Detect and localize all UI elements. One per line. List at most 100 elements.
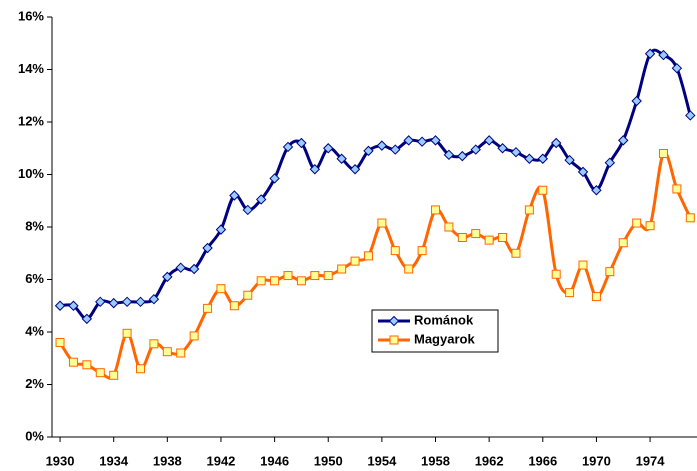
marker: [430, 135, 441, 146]
marker: [377, 218, 387, 228]
marker: [310, 271, 320, 281]
marker: [605, 267, 615, 277]
marker: [296, 137, 307, 149]
marker: [121, 296, 133, 308]
marker: [82, 360, 92, 370]
marker: [417, 246, 427, 256]
y-tick-label: 0%: [25, 428, 44, 443]
marker: [269, 173, 280, 184]
marker: [55, 338, 65, 347]
marker: [685, 213, 695, 223]
legend: Románok Magyarok: [371, 309, 499, 353]
marker: [565, 288, 575, 298]
x-tick-label: 1974: [636, 453, 666, 468]
marker: [484, 235, 494, 245]
marker: [524, 205, 534, 215]
x-tick-label: 1970: [582, 453, 611, 468]
series-line: [59, 48, 692, 321]
marker: [511, 248, 521, 258]
marker: [471, 229, 481, 239]
marker: [336, 153, 347, 164]
marker: [337, 264, 347, 274]
marker: [162, 271, 173, 283]
marker: [550, 137, 562, 149]
x-tick-label: 1962: [475, 453, 504, 468]
marker: [296, 276, 306, 286]
marker: [203, 303, 213, 313]
x-tick-label: 1954: [367, 453, 397, 468]
marker: [189, 331, 199, 341]
marker: [470, 144, 481, 155]
marker: [176, 348, 186, 358]
marker: [644, 48, 656, 59]
marker: [457, 150, 468, 162]
marker: [604, 157, 616, 168]
marker: [149, 339, 159, 349]
y-tick-label: 2%: [25, 376, 44, 391]
marker: [591, 185, 602, 196]
marker: [323, 271, 333, 281]
marker: [443, 149, 455, 161]
x-tick-label: 1946: [260, 453, 289, 468]
x-tick-label: 1930: [46, 453, 75, 468]
marker: [215, 224, 227, 235]
marker: [498, 233, 508, 242]
y-tick-label: 14%: [18, 61, 44, 76]
marker: [109, 370, 119, 380]
marker: [350, 256, 360, 266]
marker: [685, 110, 696, 121]
y-tick-label: 10%: [18, 166, 44, 181]
x-tick-label: 1938: [153, 453, 182, 468]
x-tick-label: 1966: [528, 453, 557, 468]
marker: [577, 166, 589, 178]
marker: [363, 145, 374, 157]
marker: [403, 135, 414, 146]
marker: [483, 135, 495, 146]
marker: [282, 141, 294, 153]
marker: [95, 296, 106, 308]
marker: [404, 264, 414, 274]
marker: [538, 185, 548, 195]
marker: [390, 246, 400, 256]
marker: [376, 140, 388, 151]
marker: [416, 136, 428, 147]
marker: [658, 49, 669, 61]
marker: [444, 222, 454, 232]
marker: [229, 301, 239, 311]
x-tick-label: 1942: [206, 453, 235, 468]
marker: [349, 164, 361, 175]
marker: [202, 242, 213, 254]
marker: [243, 290, 253, 300]
marker: [363, 251, 373, 261]
marker: [175, 262, 186, 273]
marker: [122, 328, 132, 338]
marker: [618, 135, 629, 146]
marker: [323, 143, 334, 154]
y-tick-label: 8%: [25, 218, 44, 233]
marker: [216, 284, 226, 294]
marker: [524, 153, 535, 164]
marker: [551, 269, 561, 279]
marker: [537, 153, 548, 164]
marker: [658, 149, 668, 158]
marker: [457, 233, 467, 242]
marker: [270, 276, 280, 286]
y-tick-label: 6%: [25, 271, 44, 286]
x-tick-label: 1958: [421, 453, 450, 468]
legend-marker: [389, 335, 399, 345]
y-tick-label: 16%: [18, 8, 44, 23]
marker: [148, 293, 160, 305]
marker: [510, 146, 522, 158]
marker: [68, 357, 78, 367]
marker: [671, 62, 683, 74]
x-tick-label: 1950: [314, 453, 343, 468]
marker: [188, 263, 200, 275]
marker: [578, 260, 588, 270]
legend-marker: [388, 315, 400, 327]
marker: [242, 204, 253, 216]
marker: [162, 347, 172, 357]
legend-label: Magyarok: [414, 331, 475, 346]
marker: [255, 194, 267, 205]
marker: [645, 221, 655, 231]
